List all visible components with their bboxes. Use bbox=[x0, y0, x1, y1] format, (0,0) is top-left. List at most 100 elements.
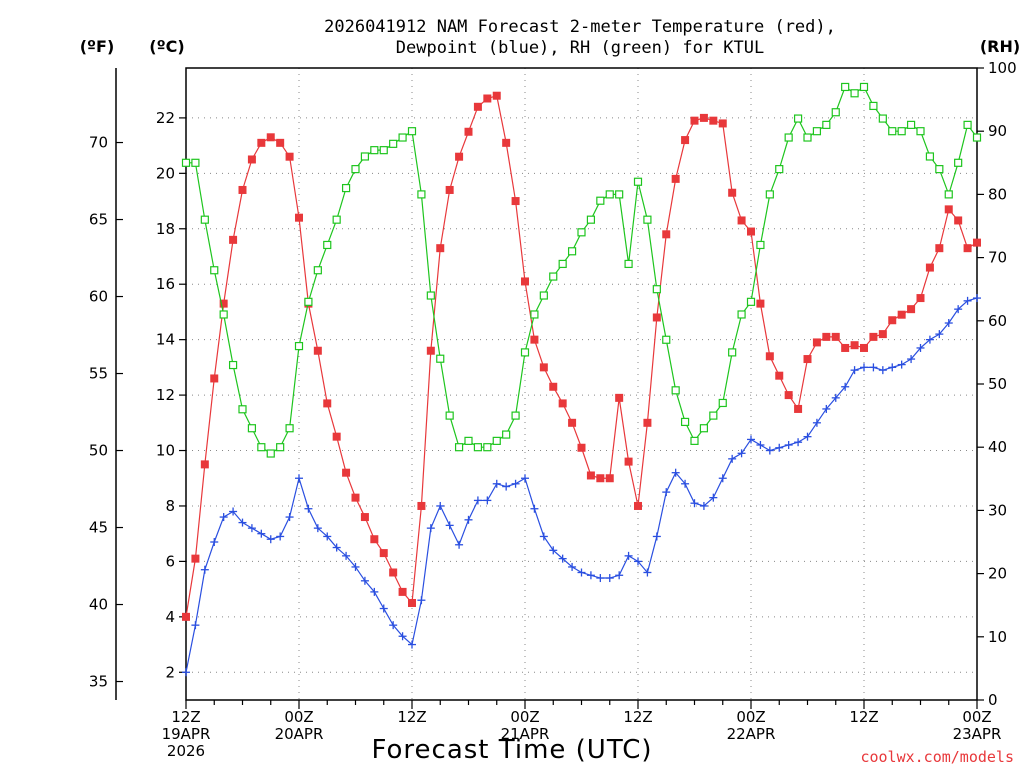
temperature-point bbox=[634, 501, 642, 510]
dewpoint-point bbox=[586, 571, 595, 580]
rh-point bbox=[841, 82, 850, 92]
celsius-tick-label: 12 bbox=[156, 386, 175, 404]
temperature-point bbox=[257, 138, 266, 147]
temperature-point bbox=[398, 587, 407, 596]
rh-point bbox=[690, 436, 699, 445]
dewpoint-point bbox=[182, 668, 190, 677]
rh-point bbox=[549, 272, 558, 281]
rh-tick-label: 70 bbox=[988, 249, 1007, 267]
temperature-point bbox=[521, 277, 529, 286]
temperature-point bbox=[963, 244, 972, 253]
rh-point bbox=[869, 101, 878, 111]
dewpoint-point bbox=[812, 418, 821, 427]
dewpoint-point bbox=[247, 524, 256, 533]
rh-tick-label: 60 bbox=[988, 312, 1007, 330]
temperature-point bbox=[210, 374, 219, 383]
rh-point bbox=[539, 291, 548, 300]
dewpoint-point bbox=[596, 574, 605, 583]
dewpoint-point bbox=[210, 538, 219, 546]
temperature-point bbox=[549, 382, 558, 391]
rh-point bbox=[417, 190, 426, 199]
temperature-point bbox=[530, 335, 539, 344]
dewpoint-point bbox=[313, 524, 322, 533]
dewpoint-point bbox=[342, 551, 351, 560]
dewpoint-point bbox=[624, 551, 633, 560]
celsius-tick-label: 4 bbox=[165, 608, 175, 626]
rh-point bbox=[436, 354, 445, 363]
dewpoint-point bbox=[577, 568, 586, 577]
temperature-point bbox=[643, 418, 652, 427]
temperature-point bbox=[822, 332, 831, 341]
rh-point bbox=[407, 127, 417, 136]
temperature-point bbox=[690, 116, 699, 125]
rh-point bbox=[360, 152, 370, 161]
celsius-unit-label: (ºC) bbox=[149, 37, 184, 56]
rh-point bbox=[615, 190, 624, 199]
dewpoint-point bbox=[276, 532, 285, 541]
temperature-point bbox=[342, 468, 351, 477]
temperature-point bbox=[718, 119, 727, 128]
dewpoint-point bbox=[473, 496, 482, 505]
fahrenheit-tick-label: 65 bbox=[89, 211, 108, 229]
rh-point bbox=[285, 424, 294, 433]
rh-point bbox=[426, 291, 435, 300]
temperature-point bbox=[539, 363, 548, 372]
rh-point bbox=[605, 190, 614, 199]
rh-point bbox=[210, 266, 219, 275]
x-tick-label: 23APR bbox=[953, 725, 1002, 743]
rh-point bbox=[511, 411, 520, 420]
temperature-point bbox=[464, 127, 473, 136]
dewpoint-point bbox=[822, 404, 831, 413]
dewpoint-point bbox=[737, 449, 746, 458]
dewpoint-point bbox=[944, 319, 953, 328]
x-tick-label: 12Z bbox=[171, 708, 200, 726]
dewpoint-point bbox=[954, 305, 963, 314]
dewpoint-point bbox=[408, 640, 416, 649]
rh-point bbox=[389, 139, 398, 148]
temperature-point bbox=[671, 174, 680, 183]
rh-tick-label: 90 bbox=[988, 122, 1007, 140]
rh-point bbox=[454, 443, 464, 452]
dewpoint-point bbox=[765, 446, 774, 455]
dewpoint-point bbox=[643, 568, 652, 577]
dewpoint-point bbox=[568, 562, 577, 571]
temperature-point bbox=[652, 313, 661, 322]
temperature-point bbox=[615, 393, 624, 402]
temperature-point bbox=[492, 91, 501, 100]
temperature-point bbox=[888, 316, 897, 325]
dewpoint-point bbox=[878, 366, 887, 375]
x-tick-label: 00Z bbox=[736, 708, 765, 726]
rh-point bbox=[954, 158, 963, 167]
temperature-point bbox=[370, 535, 379, 544]
rh-point bbox=[746, 297, 756, 306]
temperature-point bbox=[737, 216, 746, 225]
temperature-point bbox=[812, 338, 821, 347]
rh-point bbox=[643, 215, 652, 224]
dewpoint-point bbox=[605, 574, 614, 583]
dewpoint-point bbox=[662, 488, 671, 497]
dewpoint-point bbox=[615, 571, 624, 580]
dewpoint-point bbox=[775, 443, 784, 452]
dewpoint-point bbox=[389, 621, 398, 630]
dewpoint-point bbox=[803, 432, 812, 441]
dewpoint-point bbox=[445, 521, 454, 530]
rh-tick-label: 0 bbox=[988, 691, 998, 709]
x-tick-label: 12Z bbox=[623, 708, 652, 726]
x-axis-title: Forecast Time (UTC) bbox=[371, 735, 652, 765]
temperature-point bbox=[586, 471, 595, 480]
dewpoint-point bbox=[351, 562, 360, 571]
fahrenheit-unit-label: (ºF) bbox=[80, 37, 115, 56]
temperature-point bbox=[238, 185, 247, 194]
temperature-point bbox=[916, 294, 925, 303]
temperature-point bbox=[360, 513, 369, 522]
rh-point bbox=[351, 165, 360, 174]
dewpoint-point bbox=[747, 435, 755, 444]
fahrenheit-tick-label: 60 bbox=[89, 288, 108, 306]
dewpoint-point bbox=[483, 496, 492, 505]
rh-point bbox=[502, 430, 511, 439]
temperature-point bbox=[276, 138, 285, 147]
rh-point bbox=[370, 146, 379, 155]
rh-tick-label: 40 bbox=[988, 438, 1007, 456]
dewpoint-point bbox=[455, 540, 464, 549]
temperature-point bbox=[841, 343, 850, 352]
